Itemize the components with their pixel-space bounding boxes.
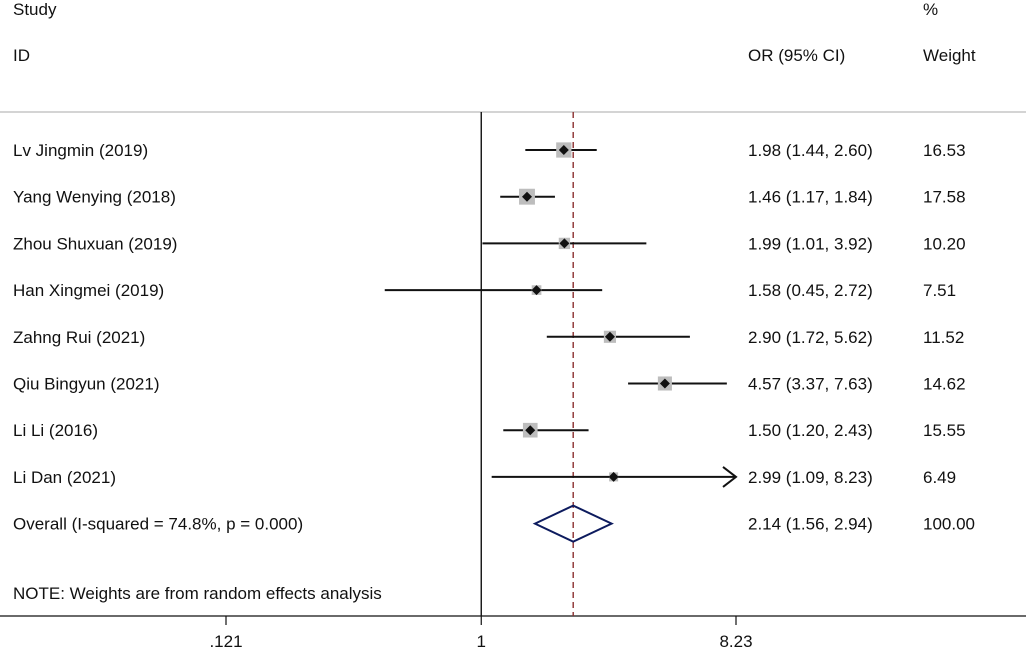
study-ci-text: 1.99 (1.01, 3.92) [748,234,873,253]
header-or: OR (95% CI) [748,46,845,65]
study-name: Lv Jingmin (2019) [13,141,148,160]
study-ci-text: 1.46 (1.17, 1.84) [748,188,873,207]
study-weight-text: 7.51 [923,281,956,300]
study-ci-text: 1.58 (0.45, 2.72) [748,281,873,300]
study-weight-text: 6.49 [923,468,956,487]
study-ci-text: 2.99 (1.09, 8.23) [748,468,873,487]
study-name: Zahng Rui (2021) [13,328,145,347]
study-weight-text: 14.62 [923,375,966,394]
overall-diamond [532,504,614,543]
point-estimate [521,191,532,202]
study-weight-text: 11.52 [923,328,964,347]
study-weight-text: 17.58 [923,188,966,207]
point-estimate [558,145,569,155]
study-name: Li Dan (2021) [13,468,116,487]
overall-weight-text: 100.00 [923,515,975,534]
overall-label: Overall (I-squared = 74.8%, p = 0.000) [13,515,303,534]
point-estimate [608,471,619,482]
study-weight-text: 10.20 [923,234,966,253]
x-axis: .121 1 8.23 [209,616,753,651]
x-tick-label: 1 [477,632,486,651]
header-percent: % [923,0,938,19]
study-ci-text: 1.50 (1.20, 2.43) [748,421,873,440]
ci-arrow [722,466,738,488]
point-estimate [604,331,615,342]
note-text: NOTE: Weights are from random effects an… [13,584,382,603]
study-rows: Lv Jingmin (2019) 1.98 (1.44, 2.60) 16.53 Y… [13,141,975,534]
study-ci-text: 1.98 (1.44, 2.60) [748,141,873,160]
x-tick-label: 8.23 [719,632,752,651]
point-estimate [659,378,670,389]
point-estimate [531,285,542,296]
chart-marks [384,112,738,616]
study-weight-text: 15.55 [923,421,966,440]
study-name: Han Xingmei (2019) [13,281,164,300]
header-id: ID [13,46,30,65]
point-estimate [525,425,536,436]
header-study: Study [13,0,57,19]
overall-ci-text: 2.14 (1.56, 2.94) [748,515,873,534]
study-weight-text: 16.53 [923,141,966,160]
point-estimate [559,238,570,249]
study-ci-text: 4.57 (3.37, 7.63) [748,375,873,394]
x-tick-label: .121 [209,632,242,651]
study-name: Yang Wenying (2018) [13,188,176,207]
study-name: Li Li (2016) [13,421,98,440]
study-ci-text: 2.90 (1.72, 5.62) [748,328,873,347]
study-name: Qiu Bingyun (2021) [13,375,159,394]
header-weight: Weight [923,46,976,65]
study-name: Zhou Shuxuan (2019) [13,234,177,253]
